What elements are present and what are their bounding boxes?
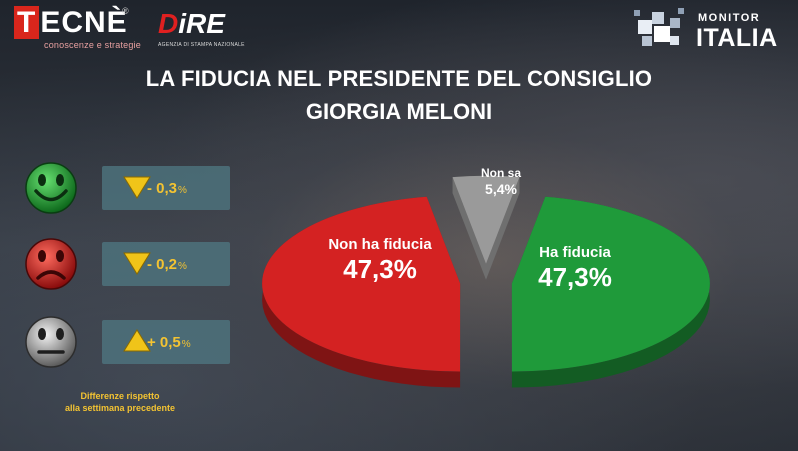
change-value-number: - 0,3 [147,180,178,197]
change-value-number: + 0,5 [147,334,181,351]
slice-value-non-sa: 5,4% [485,181,517,197]
pie-slice-non-ha-fiducia [262,196,461,388]
change-value-unit: % [181,339,191,350]
pie-slice-non-sa-top [452,175,520,264]
monitor-italia-logo: MONITOR ITALIA [630,6,790,56]
slice-label-non-ha-fiducia: Non ha fiducia [328,236,432,253]
italia-label: ITALIA [696,24,778,52]
dire-logo-initial: D [158,8,179,39]
slice-label-non-sa: Non sa [480,166,521,180]
pie-slice-non-sa-wall [452,177,486,280]
dire-tagline: AGENZIA DI STAMPA NAZIONALE [158,42,245,48]
change-note: Differenze rispetto alla settimana prece… [30,390,210,414]
dire-logo: DiRE [158,10,225,38]
change-note-line1: Differenze rispetto [80,391,160,401]
red-frowny-icon [25,238,77,290]
change-value-unit: % [178,185,187,196]
monitor-label: MONITOR [698,12,761,24]
change-row-non-sa: + 0,5% [22,314,230,370]
dire-logo-rest: iRE [178,8,225,39]
grey-neutral-face-icon [25,316,77,368]
up-triangle-icon [123,329,151,352]
change-value-unit: % [178,261,187,272]
pie-slice-ha-fiducia-top [511,196,710,372]
change-value: + 0,5% [147,334,191,351]
pie-slice-non-sa [452,175,520,280]
change-panel [102,320,230,364]
change-value: - 0,2% [147,256,187,273]
change-row-ha-fiducia: - 0,3% [22,160,230,216]
chart-title: LA FIDUCIA NEL PRESIDENTE DEL CONSIGLIO [145,66,653,91]
tecne-registered-mark: ® [122,6,129,16]
green-smiley-icon [25,162,77,214]
change-value-number: - 0,2 [147,256,178,273]
slice-value-ha-fiducia: 47,3% [538,262,612,292]
slice-value-non-ha-fiducia: 47,3% [343,254,417,284]
tecne-tagline: conoscenze e strategie [44,40,141,50]
pie-slice-ha-fiducia [511,196,710,388]
pie-slice-non-ha-fiducia-top [262,196,461,372]
down-triangle-icon [123,176,151,199]
down-triangle-icon [123,252,151,275]
change-panel [102,166,230,210]
change-value: - 0,3% [147,180,187,197]
header-bar: T ECNÈ ® conoscenze e strategie DiRE AGEN… [0,0,798,62]
cube-cluster-icon [634,8,684,46]
chart-subtitle: GIORGIA MELONI [305,99,493,124]
tecne-logo-initial: T [14,6,40,39]
change-note-line2: alla settimana precedente [64,403,176,413]
change-panel [102,242,230,286]
pie-slice-non-sa-wall [486,177,520,280]
change-row-non-ha-fiducia: - 0,2% [22,236,230,292]
slice-label-ha-fiducia: Ha fiducia [539,244,611,261]
tecne-logo: T ECNÈ [14,6,134,39]
tecne-logo-rest: ECNÈ [40,6,128,39]
